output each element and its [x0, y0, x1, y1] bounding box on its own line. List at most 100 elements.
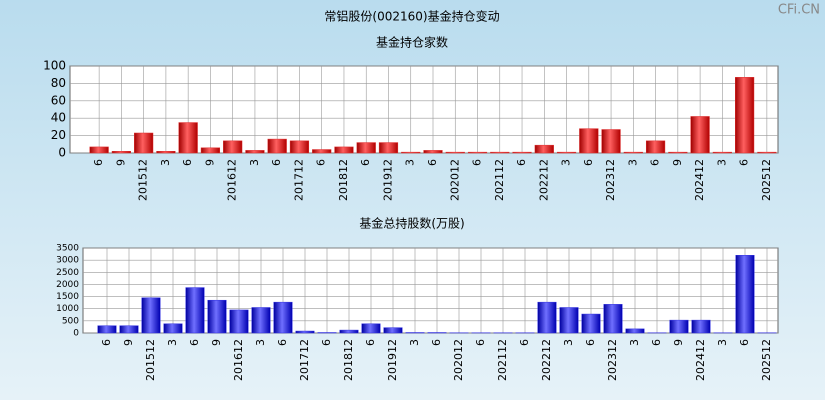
x-tick-label: 6 [430, 339, 443, 346]
x-tick-label: 9 [203, 159, 216, 166]
bar [200, 147, 221, 154]
x-tick-label: 201812 [342, 339, 355, 381]
x-tick-label: 6 [649, 159, 662, 166]
y-tick-label: 100 [43, 59, 66, 73]
bar [534, 144, 554, 154]
x-tick-label: 201612 [226, 159, 239, 201]
x-tick-label: 9 [122, 339, 135, 346]
x-tick-label: 201512 [144, 339, 157, 381]
x-tick-label: 202012 [452, 339, 465, 381]
x-tick-label: 6 [584, 339, 597, 346]
x-tick-label: 3 [628, 339, 641, 346]
bar [691, 319, 711, 334]
bar [185, 287, 205, 334]
x-tick-label: 6 [320, 339, 333, 346]
bar [178, 122, 198, 154]
x-tick-label: 6 [181, 159, 194, 166]
x-tick-label: 9 [210, 339, 223, 346]
bar [295, 330, 315, 334]
bar [690, 116, 710, 154]
bar [334, 146, 354, 154]
x-tick-label: 3 [159, 159, 172, 166]
y-tick-label: 500 [62, 316, 79, 326]
x-tick-label: 6 [315, 159, 328, 166]
x-tick-label: 6 [474, 339, 487, 346]
bar [223, 140, 243, 154]
bar [251, 307, 271, 334]
page-title: 常铝股份(002160)基金持仓变动 [324, 9, 499, 24]
x-tick-label: 202012 [448, 159, 461, 201]
x-tick-label: 9 [671, 159, 684, 166]
x-tick-label: 3 [408, 339, 421, 346]
x-tick-label: 201812 [337, 159, 350, 201]
bar [735, 77, 755, 154]
bar [383, 327, 403, 334]
bar [712, 151, 732, 154]
bar [423, 150, 443, 154]
x-tick-label: 201912 [386, 339, 399, 381]
y-tick-label: 0 [58, 146, 66, 160]
x-tick-label: 202412 [694, 339, 707, 381]
y-tick-label: 2000 [56, 280, 79, 290]
bar [312, 149, 332, 154]
bar [556, 151, 577, 154]
bar [581, 313, 601, 334]
x-tick-label: 6 [471, 159, 484, 166]
x-tick-label: 3 [626, 159, 639, 166]
bar [245, 150, 265, 154]
y-tick-label: 1500 [56, 292, 79, 302]
bar [141, 297, 161, 334]
x-tick-label: 201612 [232, 339, 245, 381]
x-tick-label: 202512 [760, 159, 773, 201]
x-tick-label: 6 [364, 339, 377, 346]
x-tick-label: 3 [562, 339, 575, 346]
bar [645, 140, 666, 154]
x-tick-label: 3 [404, 159, 417, 166]
x-tick-label: 6 [515, 159, 528, 166]
x-tick-label: 6 [270, 159, 283, 166]
x-tick-label: 3 [248, 159, 261, 166]
x-tick-label: 6 [518, 339, 531, 346]
bar [601, 129, 621, 154]
x-tick-label: 3 [560, 159, 573, 166]
x-tick-label: 201712 [298, 339, 311, 381]
x-tick-label: 6 [359, 159, 372, 166]
bar [207, 299, 227, 334]
bar [735, 255, 755, 334]
x-tick-label: 3 [166, 339, 179, 346]
x-tick-label: 6 [188, 339, 201, 346]
x-tick-label: 202412 [693, 159, 706, 201]
y-tick-label: 3500 [56, 244, 79, 254]
x-tick-label: 202312 [604, 159, 617, 201]
x-tick-label: 201712 [292, 159, 305, 201]
y-tick-label: 20 [51, 128, 66, 142]
bar [378, 142, 399, 154]
x-tick-label: 202212 [537, 159, 550, 201]
bar [273, 301, 293, 334]
bar [156, 151, 176, 154]
x-tick-label: 202212 [540, 339, 553, 381]
bar [289, 140, 310, 154]
bar [229, 309, 249, 334]
x-tick-label: 6 [276, 339, 289, 346]
bar [467, 151, 488, 154]
watermark: CFi.CN [778, 3, 820, 18]
y-tick-label: 40 [51, 111, 66, 125]
x-tick-label: 9 [114, 159, 127, 166]
bar [361, 323, 381, 334]
x-tick-label: 201512 [137, 159, 150, 201]
bar [119, 325, 139, 334]
x-tick-label: 202112 [496, 339, 509, 381]
bar [163, 323, 183, 334]
x-tick-label: 6 [582, 159, 595, 166]
x-tick-label: 6 [92, 159, 105, 166]
x-tick-label: 202112 [493, 159, 506, 201]
y-tick-label: 80 [51, 76, 66, 90]
bar [445, 151, 465, 154]
bar [625, 328, 645, 334]
bar [490, 151, 510, 154]
bar [89, 146, 109, 154]
x-tick-label: 201912 [381, 159, 394, 201]
y-tick-label: 2500 [56, 268, 79, 278]
x-tick-label: 3 [254, 339, 267, 346]
